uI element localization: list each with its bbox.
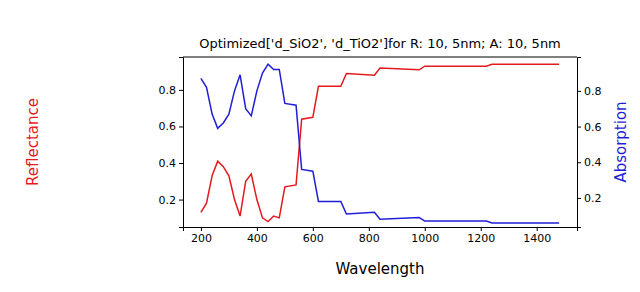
tick: 1000 xyxy=(411,227,439,245)
tick-label: 0.2 xyxy=(584,192,602,205)
tick: 0.2 xyxy=(577,192,602,205)
tick: 0.2 xyxy=(159,194,184,207)
tick-label: 0.6 xyxy=(159,120,177,133)
tick-mark xyxy=(577,127,581,128)
tick-mark xyxy=(257,227,258,231)
tick: 0.8 xyxy=(577,85,602,98)
series-line xyxy=(201,64,559,223)
y2-axis: 0.2 0.4 0.6 0.8 xyxy=(577,58,602,228)
tick-label: 0.6 xyxy=(584,121,602,134)
tick-mark xyxy=(179,90,183,91)
tick: 800 xyxy=(359,227,380,245)
tick-mark xyxy=(201,227,202,231)
tick: 400 xyxy=(247,227,268,245)
tick-label: 0.4 xyxy=(584,156,602,169)
title: Optimized['d_SiO2', 'd_TiO2']for R: 10, … xyxy=(199,36,561,51)
tick-label: 1400 xyxy=(523,232,551,245)
tick-mark xyxy=(577,162,581,163)
tick-mark xyxy=(313,227,314,231)
tick: 200 xyxy=(191,227,212,245)
tick-label: 800 xyxy=(359,232,380,245)
tick-mark xyxy=(577,198,581,199)
tick-mark xyxy=(537,227,538,231)
y-axis: 0.2 0.4 0.6 0.8 xyxy=(159,58,184,228)
tick-mark xyxy=(425,227,426,231)
tick: 0.4 xyxy=(159,157,184,170)
tick: 600 xyxy=(303,227,324,245)
chart: 2004006008001000120014000.20.40.60.80.20… xyxy=(0,0,640,292)
plot-area: 2004006008001000120014000.20.40.60.80.20… xyxy=(159,57,602,245)
axis-line xyxy=(184,228,578,232)
tick-mark xyxy=(179,200,183,201)
tick-label: 1200 xyxy=(467,232,495,245)
tick-mark xyxy=(179,163,183,164)
tick-mark xyxy=(577,91,581,92)
tick-label: 200 xyxy=(191,232,212,245)
axis-line xyxy=(179,58,184,228)
tick: 0.6 xyxy=(159,120,184,133)
tick: 1400 xyxy=(523,227,551,245)
tick: 0.8 xyxy=(159,84,184,97)
tick-label: 400 xyxy=(247,232,268,245)
tick-label: 0.4 xyxy=(159,157,177,170)
tick-mark xyxy=(179,126,183,127)
tick-label: 0.8 xyxy=(584,85,602,98)
x-axis-title: Wavelength xyxy=(336,260,425,278)
tick: 0.6 xyxy=(577,121,602,134)
tick-label: 0.2 xyxy=(159,194,177,207)
y2-axis-title: Absorption xyxy=(612,101,630,182)
tick-mark xyxy=(481,227,482,231)
tick-mark xyxy=(369,227,370,231)
tick: 0.4 xyxy=(577,156,602,169)
tick: 1200 xyxy=(467,227,495,245)
series-line xyxy=(201,64,559,221)
x-axis: 200 400 600 800 1000 1200 1400 xyxy=(184,227,578,245)
y-axis-title: Reflectance xyxy=(24,98,42,186)
tick-label: 0.8 xyxy=(159,84,177,97)
series-group xyxy=(201,64,559,223)
tick-label: 1000 xyxy=(411,232,439,245)
axis-line xyxy=(578,58,582,228)
frame xyxy=(183,57,577,58)
tick-label: 600 xyxy=(303,232,324,245)
